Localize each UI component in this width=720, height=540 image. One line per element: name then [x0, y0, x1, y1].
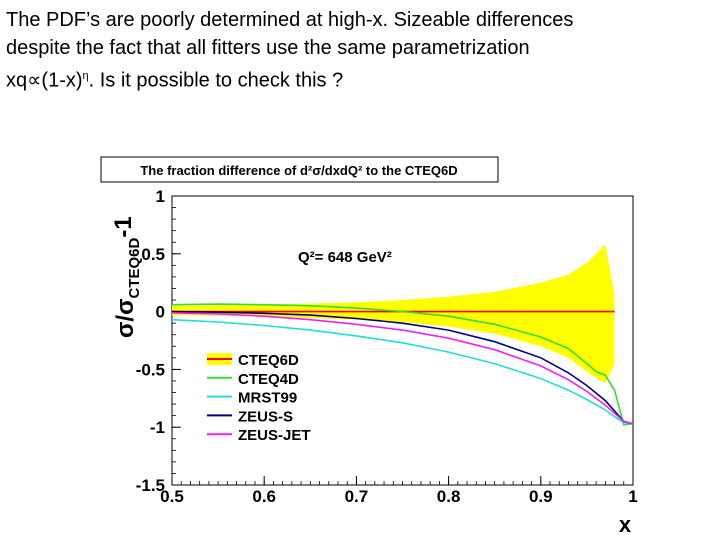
- y-tick-label: -1: [150, 418, 165, 437]
- y-tick-label: -0.5: [136, 360, 165, 379]
- cteq6d-error-band: [172, 244, 615, 384]
- x-tick-label: 0.8: [437, 487, 461, 506]
- legend-label-zeus-s: ZEUS-S: [238, 408, 293, 425]
- chart-title: The fraction difference of d²σ/dxdQ² to …: [140, 163, 457, 178]
- x-tick-label: 0.7: [345, 487, 369, 506]
- y-tick-label: -1.5: [136, 476, 165, 495]
- y-axis-label-sub: CTEQ6D: [126, 237, 143, 298]
- axis-layer: 0.5 0.6 0.7 0.8 0.9 1 1 0.5 0 -0.5 -1 -1.5: [136, 187, 638, 506]
- legend-label-mrst99: MRST99: [238, 390, 297, 407]
- legend-label-cteq4d: CTEQ4D: [238, 371, 299, 388]
- series-line-cteq4d: [171, 303, 634, 426]
- q2-annotation: Q²= 648 GeV²: [298, 249, 392, 266]
- x-tick-label: 1: [628, 487, 637, 506]
- slide-text: The PDF’s are poorly determined at high-…: [6, 6, 714, 95]
- y-tick-label: 1: [156, 187, 165, 206]
- y-tick-label: 0.5: [141, 245, 165, 264]
- y-axis-label-tail: -1: [110, 216, 137, 237]
- chart-title-box: [100, 156, 499, 183]
- x-tick-label: 0.9: [529, 487, 553, 506]
- slide-line-1: The PDF’s are poorly determined at high-…: [6, 9, 574, 31]
- legend-label-zeus-jet: ZEUS-JET: [238, 427, 311, 444]
- y-axis-label-main: σ/σ: [112, 298, 139, 338]
- slide-line-3-formula: xq∝(1-x): [6, 69, 83, 92]
- error-band-layer: [172, 244, 615, 384]
- slide-line-3: xq∝(1-x)η. Is it possible to check this …: [6, 62, 714, 95]
- x-tick-label: 0.5: [160, 487, 184, 506]
- series-layer: [171, 303, 634, 426]
- x-axis-label: x: [619, 512, 632, 537]
- slide-line-3-eta: η: [82, 70, 89, 82]
- series-line-mrst99: [171, 318, 634, 425]
- x-tick-label: 0.6: [252, 487, 276, 506]
- series-line-zeus-jet: [171, 312, 634, 425]
- y-axis-label: σ/σCTEQ6D-1: [110, 216, 143, 338]
- series-line-zeus-s: [171, 310, 634, 425]
- slide-line-2: despite the fact that all fitters use th…: [6, 37, 530, 59]
- slide-line-3-question: . Is it possible to check this ?: [88, 69, 344, 92]
- y-tick-label: 0: [156, 303, 165, 322]
- legend-label-cteq6d: CTEQ6D: [238, 352, 299, 369]
